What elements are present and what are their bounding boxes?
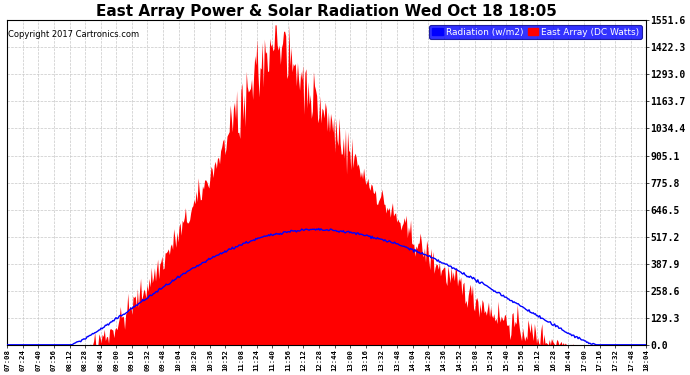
Legend: Radiation (w/m2), East Array (DC Watts): Radiation (w/m2), East Array (DC Watts) — [429, 25, 642, 39]
Text: Copyright 2017 Cartronics.com: Copyright 2017 Cartronics.com — [8, 30, 139, 39]
Title: East Array Power & Solar Radiation Wed Oct 18 18:05: East Array Power & Solar Radiation Wed O… — [97, 4, 558, 19]
